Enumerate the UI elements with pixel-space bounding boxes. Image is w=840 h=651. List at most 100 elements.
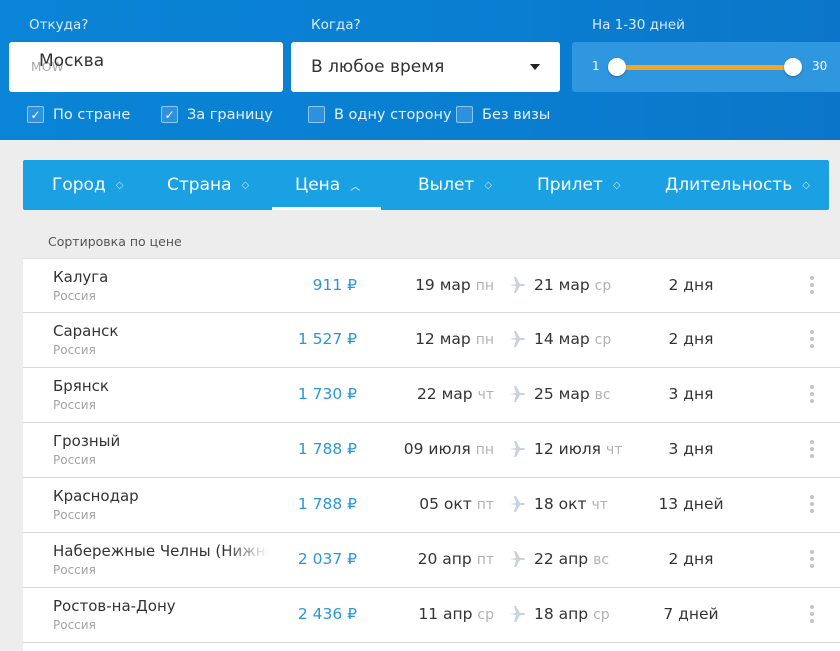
sort-label: Страна: [167, 175, 232, 195]
plane-icon: [510, 606, 525, 622]
from-code: MOW: [31, 60, 65, 74]
sort-label: Цена: [295, 175, 341, 195]
price[interactable]: 2 436 ₽: [297, 605, 357, 623]
from-label: Откуда?: [29, 17, 89, 33]
when-dropdown[interactable]: В любое время: [291, 42, 560, 92]
from-city: Москва: [39, 51, 105, 71]
destination-country: Россия: [53, 563, 96, 577]
checkbox-checked-icon[interactable]: ✓: [27, 106, 44, 123]
sort-arrival[interactable]: Прилет ◇: [537, 160, 621, 210]
duration-max: 30: [812, 59, 828, 73]
sort-icon: ◇: [612, 179, 621, 191]
from-field[interactable]: Москва MOW: [9, 42, 283, 92]
arrival-date: 25 мар вс: [534, 385, 611, 403]
filter-no-visa[interactable]: Без визы: [456, 106, 550, 123]
departure-date: 11 апр ср: [418, 605, 494, 623]
destination-city: Набережные Челны (Нижнекамск): [53, 542, 268, 560]
more-options-icon[interactable]: [810, 605, 814, 626]
destination-city: Брянск: [53, 377, 109, 395]
sort-label: Прилет: [537, 175, 603, 195]
price[interactable]: 1 527 ₽: [297, 330, 357, 348]
slider-handle-max[interactable]: [784, 58, 802, 76]
sort-icon: ◇: [484, 179, 493, 191]
price[interactable]: 1 730 ₽: [297, 385, 357, 403]
destination-city: Саранск: [53, 322, 119, 340]
destination-city: Ростов-на-Дону: [53, 597, 176, 615]
arrival-date: 18 окт чт: [534, 495, 608, 513]
results-list: Калуга Россия 911 ₽ 19 мар пн 21 мар ср …: [23, 258, 840, 651]
plane-icon: [510, 496, 525, 512]
chevron-down-icon: [530, 64, 540, 70]
price[interactable]: 2 037 ₽: [297, 550, 357, 568]
filter-label: За границу: [187, 106, 273, 123]
more-options-icon[interactable]: [810, 276, 814, 297]
departure-date: 20 апр пт: [417, 550, 494, 568]
destination-country: Россия: [53, 289, 96, 303]
plane-icon: [510, 331, 525, 347]
plane-icon: [510, 277, 525, 293]
result-row[interactable]: Брянск Россия 1 730 ₽ 22 мар чт 25 мар в…: [23, 368, 840, 423]
filter-abroad[interactable]: ✓ За границу: [161, 106, 273, 123]
departure-date: 05 окт пт: [419, 495, 494, 513]
slider-handle-min[interactable]: [608, 58, 626, 76]
duration-slider[interactable]: 1 30: [572, 42, 840, 92]
plane-icon: [510, 386, 525, 402]
departure-date: 22 мар чт: [416, 385, 494, 403]
checkbox-checked-icon[interactable]: ✓: [161, 106, 178, 123]
sort-country[interactable]: Страна ◇: [167, 160, 249, 210]
filter-one-way[interactable]: В одну сторону: [308, 106, 452, 123]
when-label: Когда?: [311, 17, 361, 33]
sort-label: Длительность: [665, 175, 793, 195]
result-row[interactable]: Ростов-на-Дону Россия 2 436 ₽ 11 апр ср …: [23, 588, 840, 643]
sort-label: Город: [52, 175, 106, 195]
sort-departure[interactable]: Вылет ◇: [418, 160, 492, 210]
plane-icon: [510, 441, 525, 457]
result-row[interactable]: Набережные Челны (Нижнекамск) Россия 2 0…: [23, 533, 840, 588]
filter-label: Без визы: [482, 106, 551, 123]
destination-country: Россия: [53, 618, 96, 632]
filter-domestic[interactable]: ✓ По стране: [27, 106, 130, 123]
plane-icon: [510, 551, 525, 567]
chevron-up-icon: ︿: [350, 181, 361, 193]
search-panel: Откуда? Москва MOW Когда? В любое время …: [0, 0, 840, 140]
destination-city: Грозный: [53, 432, 121, 450]
sort-bar: Город ◇ Страна ◇ Цена ︿ Вылет ◇ Прилет ◇ Длит…: [23, 160, 829, 210]
result-row[interactable]: Калуга Россия 911 ₽ 19 мар пн 21 мар ср …: [23, 258, 840, 313]
sort-price[interactable]: Цена ︿: [272, 160, 381, 210]
arrival-date: 12 июля чт: [534, 440, 623, 458]
arrival-date: 21 мар ср: [534, 276, 612, 294]
sort-label: Вылет: [418, 175, 475, 195]
result-row-partial: [23, 643, 840, 651]
destination-country: Россия: [53, 453, 96, 467]
price[interactable]: 1 788 ₽: [297, 495, 357, 513]
sort-icon: ◇: [241, 179, 250, 191]
more-options-icon[interactable]: [810, 495, 814, 516]
sort-city[interactable]: Город ◇: [52, 160, 123, 210]
sort-duration[interactable]: Длительность ◇: [665, 160, 810, 210]
more-options-icon[interactable]: [810, 440, 814, 461]
more-options-icon[interactable]: [810, 550, 814, 571]
duration-min: 1: [592, 59, 600, 73]
result-row[interactable]: Краснодар Россия 1 788 ₽ 05 окт пт 18 ок…: [23, 478, 840, 533]
sort-caption: Сортировка по цене: [48, 234, 182, 249]
price[interactable]: 1 788 ₽: [297, 440, 357, 458]
filter-label: В одну сторону: [334, 106, 452, 123]
arrival-date: 18 апр ср: [534, 605, 610, 623]
slider-track[interactable]: [616, 65, 794, 70]
more-options-icon[interactable]: [810, 385, 814, 406]
checkbox-icon[interactable]: [456, 106, 473, 123]
arrival-date: 22 апр вс: [534, 550, 610, 568]
checkbox-icon[interactable]: [308, 106, 325, 123]
price[interactable]: 911 ₽: [312, 276, 357, 294]
destination-country: Россия: [53, 508, 96, 522]
result-row[interactable]: Саранск Россия 1 527 ₽ 12 мар пн 14 мар …: [23, 313, 840, 368]
departure-date: 19 мар пн: [415, 276, 494, 294]
duration-label: На 1-30 дней: [592, 17, 685, 33]
arrival-date: 14 мар ср: [534, 330, 612, 348]
departure-date: 09 июля пн: [403, 440, 494, 458]
more-options-icon[interactable]: [810, 330, 814, 351]
sort-icon: ◇: [115, 179, 124, 191]
destination-city: Краснодар: [53, 487, 139, 505]
destination-country: Россия: [53, 343, 96, 357]
result-row[interactable]: Грозный Россия 1 788 ₽ 09 июля пн 12 июл…: [23, 423, 840, 478]
